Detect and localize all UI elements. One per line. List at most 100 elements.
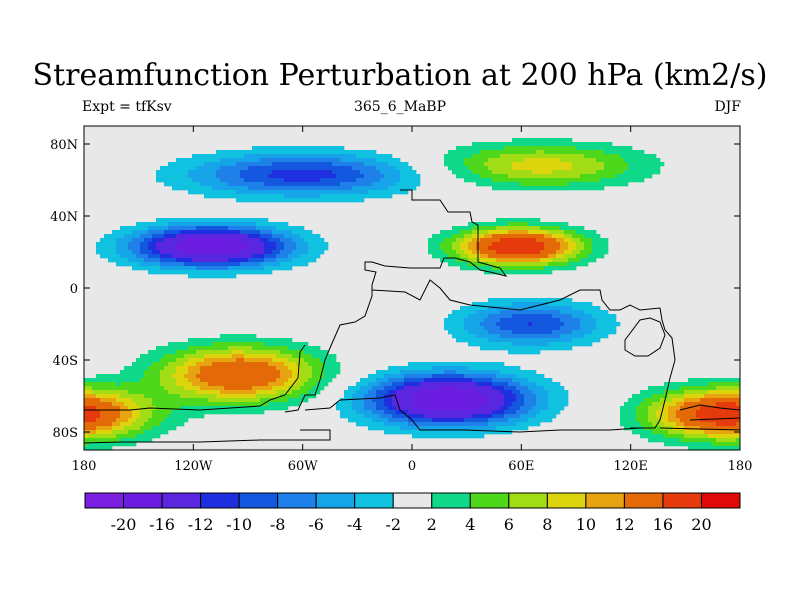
field-cell [320, 374, 325, 379]
field-cell [568, 338, 573, 343]
field-cell [556, 258, 561, 263]
field-cell [460, 254, 465, 259]
field-cell [248, 346, 253, 351]
field-cell [508, 226, 513, 231]
field-cell [424, 394, 429, 399]
field-cell [212, 162, 217, 167]
field-cell [132, 378, 137, 383]
field-cell [376, 410, 381, 415]
field-cell [148, 418, 153, 423]
field-cell [348, 158, 353, 163]
field-cell [280, 366, 285, 371]
field-cell [512, 170, 517, 175]
field-cell [560, 326, 565, 331]
field-cell [240, 262, 245, 267]
field-cell [236, 394, 241, 399]
case-label: 365_6_MaBP [353, 99, 447, 115]
field-cell [636, 406, 641, 411]
field-cell [556, 162, 561, 167]
field-cell [160, 270, 165, 275]
field-cell [472, 234, 477, 239]
field-cell [572, 230, 577, 235]
field-cell [144, 386, 149, 391]
field-cell [212, 234, 217, 239]
field-cell [260, 250, 265, 255]
field-cell [512, 398, 517, 403]
field-cell [172, 218, 177, 223]
field-cell [316, 186, 321, 191]
field-cell [164, 262, 169, 267]
field-cell [376, 182, 381, 187]
field-cell [520, 306, 525, 311]
field-cell [144, 394, 149, 399]
field-cell [540, 394, 545, 399]
field-cell [368, 178, 373, 183]
field-cell [92, 414, 97, 419]
field-cell [168, 250, 173, 255]
field-cell [264, 194, 269, 199]
field-cell [128, 418, 133, 423]
field-cell [156, 246, 161, 251]
field-cell [552, 346, 557, 351]
field-cell [288, 266, 293, 271]
field-cell [652, 414, 657, 419]
field-cell [228, 162, 233, 167]
field-cell [548, 266, 553, 271]
field-cell [300, 394, 305, 399]
field-cell [116, 398, 121, 403]
field-cell [512, 346, 517, 351]
field-cell [464, 366, 469, 371]
field-cell [432, 410, 437, 415]
field-cell [592, 182, 597, 187]
field-cell [200, 370, 205, 375]
field-cell [588, 150, 593, 155]
field-cell [272, 362, 277, 367]
field-cell [716, 382, 721, 387]
field-cell [472, 406, 477, 411]
field-cell [684, 386, 689, 391]
field-cell [312, 354, 317, 359]
field-cell [504, 302, 509, 307]
field-cell [436, 390, 441, 395]
field-cell [196, 186, 201, 191]
field-cell [504, 326, 509, 331]
field-cell [196, 394, 201, 399]
field-cell [436, 366, 441, 371]
field-cell [528, 142, 533, 147]
field-cell [236, 254, 241, 259]
field-cell [692, 414, 697, 419]
field-cell [184, 354, 189, 359]
field-cell [608, 158, 613, 163]
field-cell [556, 334, 561, 339]
field-cell [488, 342, 493, 347]
field-cell [448, 386, 453, 391]
field-cell [712, 398, 717, 403]
field-cell [516, 314, 521, 319]
field-cell [468, 394, 473, 399]
field-cell [344, 162, 349, 167]
field-cell [176, 182, 181, 187]
field-cell [248, 166, 253, 171]
field-cell [252, 146, 257, 151]
field-cell [476, 174, 481, 179]
field-cell [224, 154, 229, 159]
field-cell [396, 390, 401, 395]
field-cell [600, 334, 605, 339]
field-cell [496, 410, 501, 415]
field-cell [288, 398, 293, 403]
field-cell [236, 234, 241, 239]
field-cell [376, 154, 381, 159]
field-cell [444, 394, 449, 399]
field-cell [92, 382, 97, 387]
field-cell [704, 398, 709, 403]
field-cell [276, 170, 281, 175]
field-cell [260, 386, 265, 391]
field-cell [180, 186, 185, 191]
field-cell [264, 174, 269, 179]
field-cell [540, 326, 545, 331]
field-cell [368, 394, 373, 399]
field-cell [228, 402, 233, 407]
field-cell [300, 146, 305, 151]
field-cell [260, 146, 265, 151]
field-cell [108, 374, 113, 379]
